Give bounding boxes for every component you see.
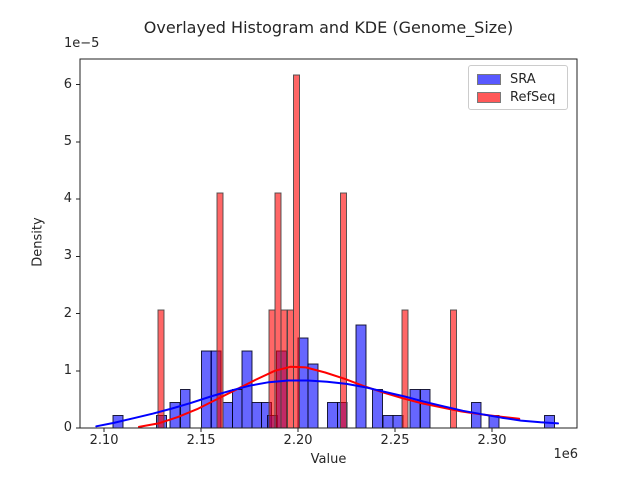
y-tick-label: 3: [63, 248, 72, 264]
legend: SRA RefSeq: [468, 65, 568, 110]
bar-sra: [327, 401, 338, 429]
bar-refseq: [286, 309, 294, 429]
legend-swatch-refseq: [477, 91, 501, 103]
y-tick-label: 0: [63, 420, 72, 435]
legend-item: SRA: [477, 72, 559, 86]
bar-sra: [392, 414, 404, 429]
bar-sra: [419, 389, 431, 429]
bar-sra: [201, 350, 212, 429]
chart-title: Overlayed Histogram and KDE (Genome_Size…: [143, 18, 514, 37]
bar-refseq: [292, 74, 300, 429]
legend-label: SRA: [510, 71, 536, 87]
bar-sra: [382, 414, 394, 429]
legend-swatch-sra: [477, 73, 501, 85]
y-tick-label: 4: [63, 191, 72, 207]
bar-sra: [241, 350, 253, 429]
x-axis-label: Value: [310, 452, 347, 467]
bar-sra: [307, 363, 319, 429]
x-tick-label: 2.25: [380, 433, 410, 448]
x-tick-label: 2.20: [283, 433, 313, 448]
y-tick-label: 2: [63, 305, 72, 321]
bar-sra: [251, 401, 263, 429]
bar-sra: [372, 389, 383, 429]
bar-sra: [222, 401, 233, 429]
x-tick-label: 2.15: [186, 433, 216, 448]
y-tick-label: 5: [63, 133, 72, 149]
bar-refseq: [340, 192, 348, 429]
y-tick-label: 1: [63, 362, 72, 378]
bar-sra: [179, 389, 191, 429]
y-axis-offset-label: 1e−5: [64, 36, 100, 51]
kde-line-refseq: [138, 365, 521, 428]
bar-refseq: [401, 309, 409, 429]
bar-refseq: [268, 309, 276, 429]
legend-item: RefSeq: [477, 90, 559, 104]
axes-spines: [79, 58, 578, 429]
bar-refseq: [274, 192, 282, 429]
legend-label: RefSeq: [510, 89, 556, 105]
x-axis-offset-label: 1e6: [553, 447, 578, 462]
x-tick-label: 2.30: [477, 433, 507, 448]
y-tick-label: 6: [63, 76, 72, 92]
bar-sra: [355, 324, 367, 429]
bar-sra: [409, 389, 421, 429]
bar-sra: [231, 389, 243, 429]
kde-line-sra: [95, 379, 559, 428]
x-tick-label: 2.10: [89, 433, 119, 448]
